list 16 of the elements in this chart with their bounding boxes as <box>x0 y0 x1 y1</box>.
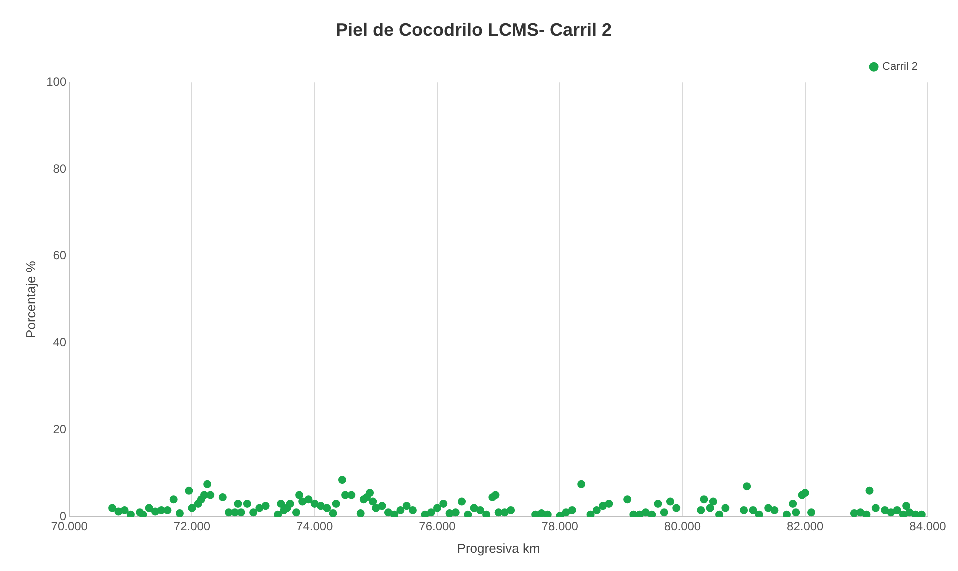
y-tick-label: 80 <box>53 162 67 176</box>
x-tick-label: 82.000 <box>787 520 824 534</box>
y-tick-label: 60 <box>53 248 67 263</box>
x-tick-label: 72.000 <box>174 520 211 534</box>
x-tick-label: 84.000 <box>910 520 947 534</box>
chart-title: Piel de Cocodrilo LCMS- Carril 2 <box>336 20 612 40</box>
x-axis-title: Progresiva km <box>457 540 540 556</box>
legend-label: Carril 2 <box>882 61 918 74</box>
y-tick-label: 40 <box>53 336 67 350</box>
y-tick-label: 100 <box>46 74 67 89</box>
y-tick-label: 20 <box>53 422 67 436</box>
x-tick-label: 78.000 <box>542 520 579 534</box>
y-axis-title: Porcentaje % <box>23 260 38 338</box>
x-tick-label: 74.000 <box>296 520 334 534</box>
x-tick-label: 80.000 <box>664 520 702 534</box>
x-tick-label: 76.000 <box>419 520 456 534</box>
